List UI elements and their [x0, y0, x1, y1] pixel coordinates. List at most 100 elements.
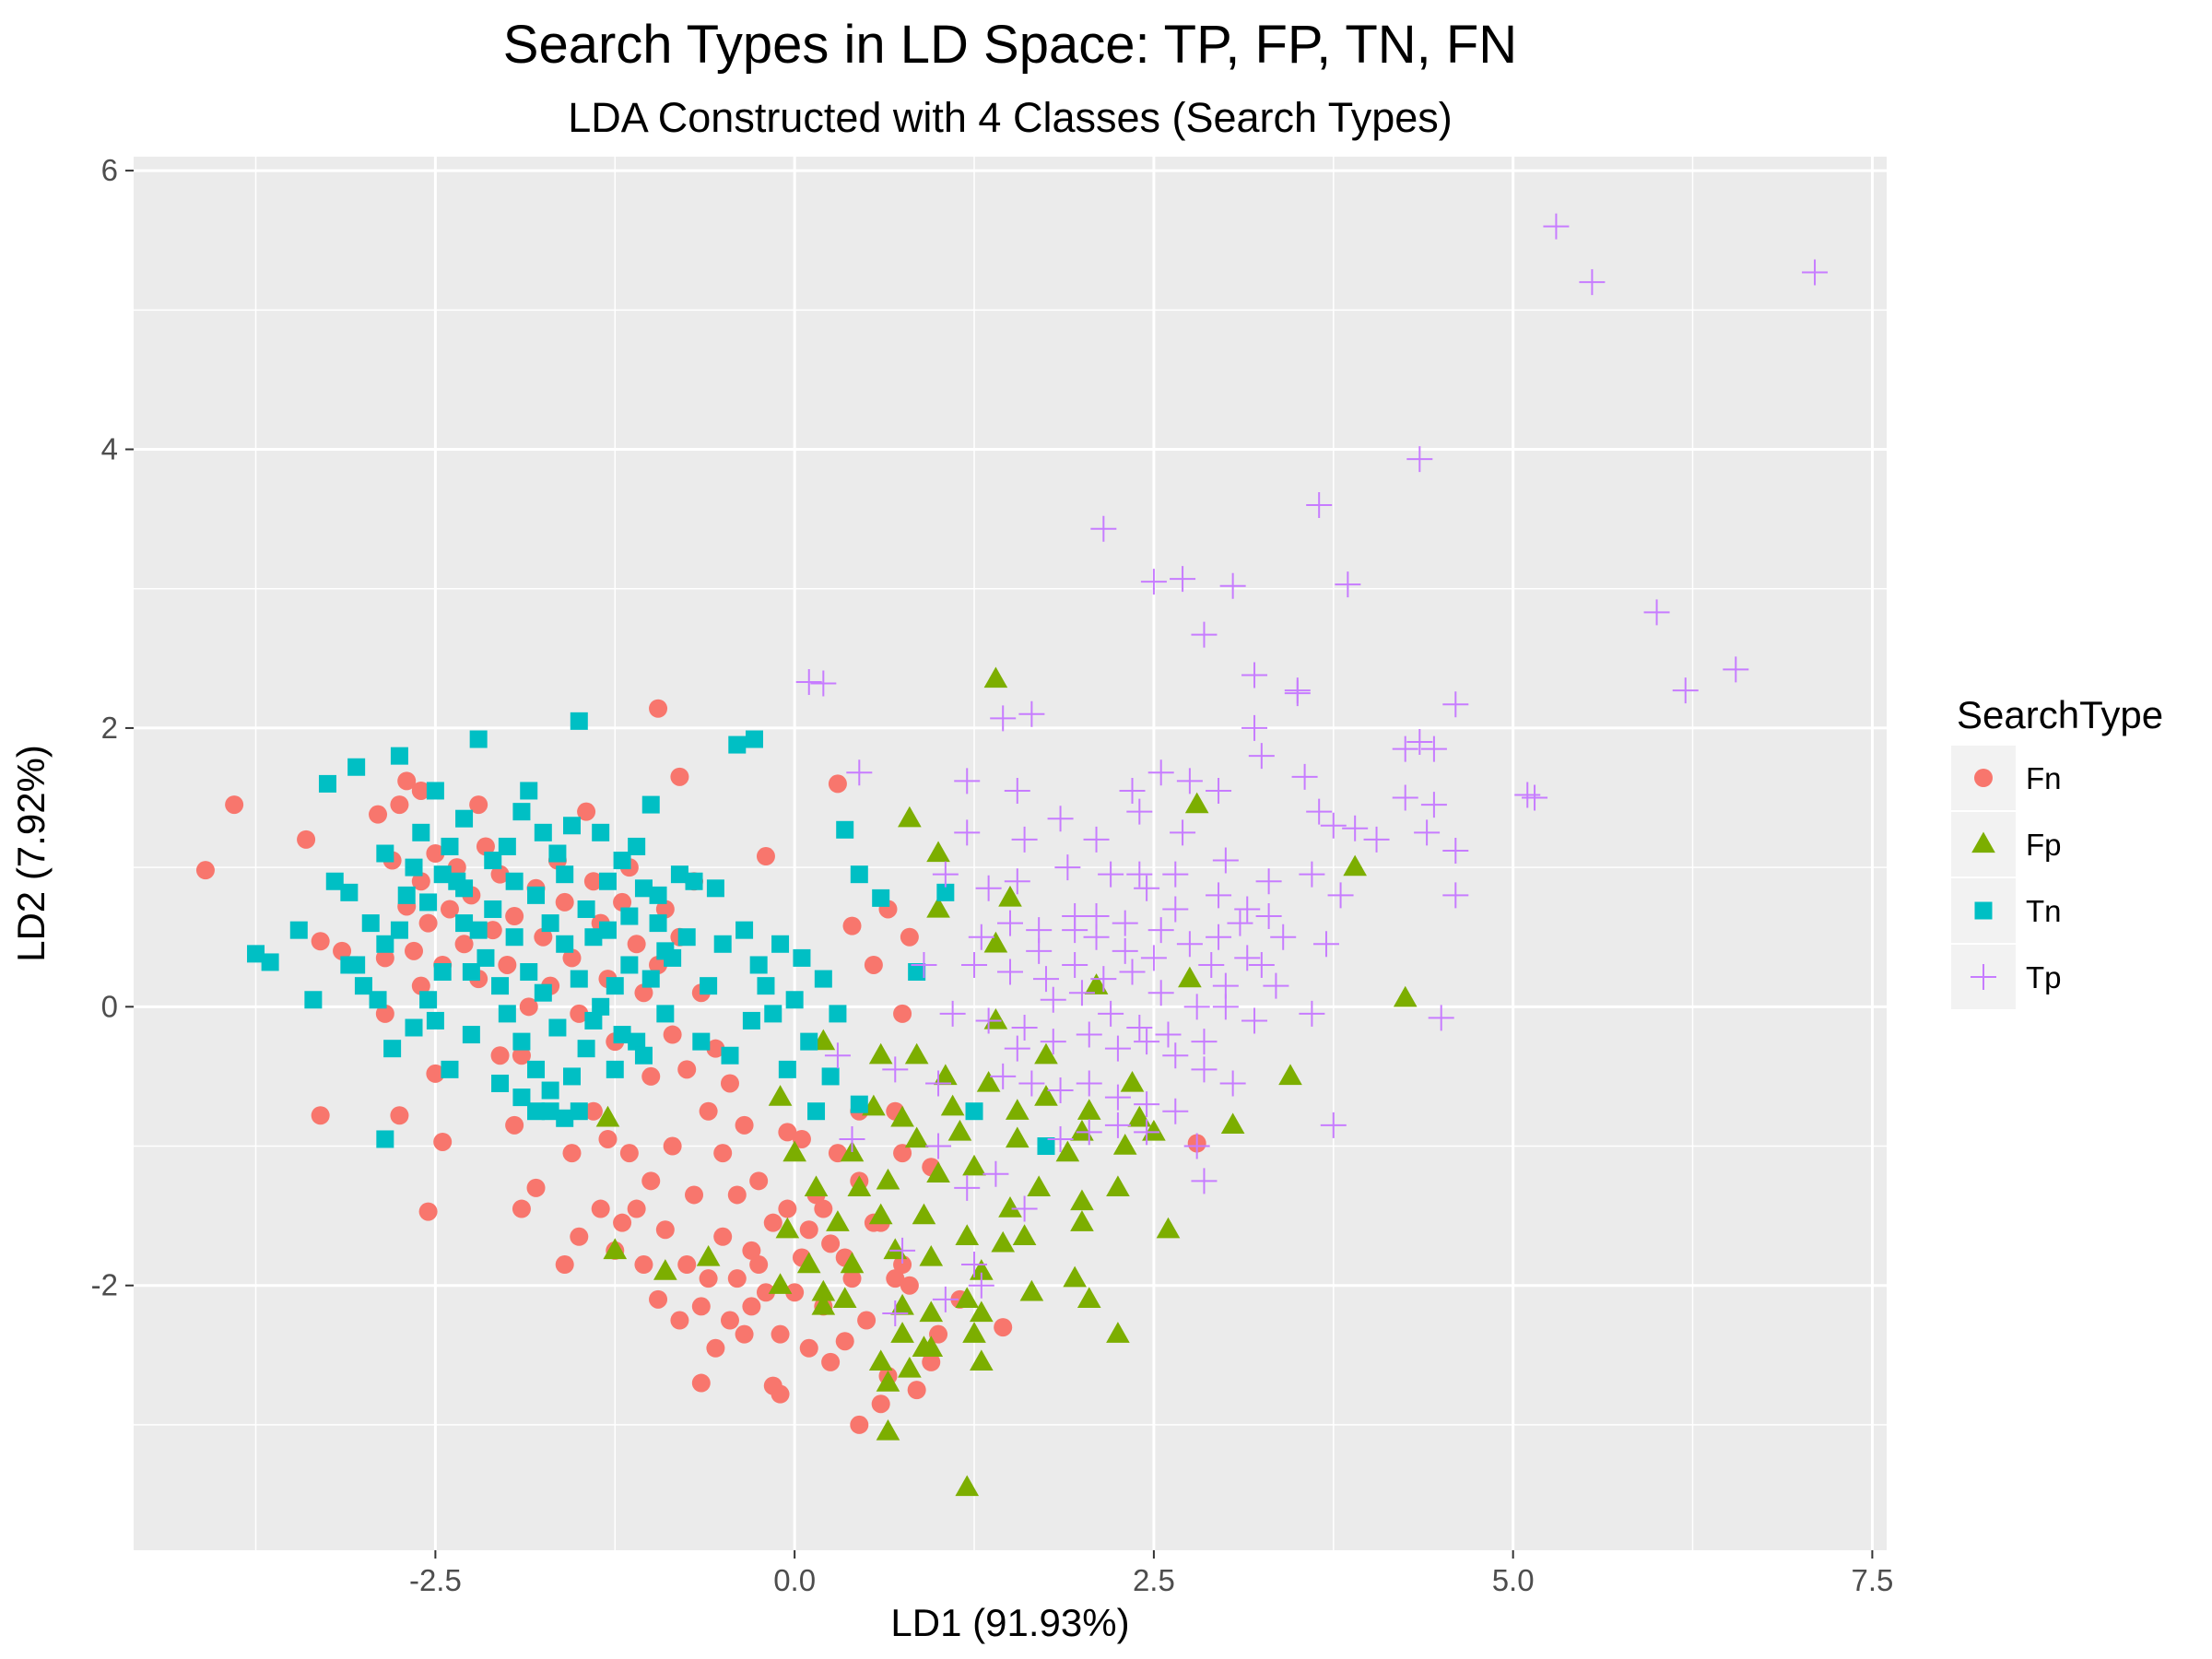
point-tp — [1248, 951, 1275, 978]
point-fn — [225, 795, 244, 815]
point-fn — [591, 1199, 610, 1218]
point-fn — [483, 921, 502, 940]
point-tp — [1263, 972, 1289, 999]
point-fn — [713, 1144, 733, 1163]
point-tp — [1018, 1070, 1045, 1097]
point-tp — [990, 705, 1017, 732]
point-tn — [527, 1060, 546, 1078]
point-tp — [997, 959, 1023, 985]
point-fn — [311, 932, 330, 951]
point-tp — [1062, 917, 1088, 944]
point-tp — [961, 951, 988, 978]
chart-title: Search Types in LD Space: TP, FP, TN, FN — [503, 15, 1517, 75]
point-tp — [1312, 931, 1339, 958]
point-tp — [1004, 1035, 1030, 1062]
point-tp — [1032, 966, 1059, 993]
point-tp — [1076, 1119, 1102, 1146]
point-tp — [1083, 903, 1110, 930]
point-tp — [839, 1125, 865, 1152]
point-tn — [742, 1011, 760, 1030]
point-fn — [411, 872, 430, 891]
point-tn — [548, 1018, 567, 1037]
point-tp — [1047, 1077, 1074, 1104]
point-tp — [1162, 1098, 1189, 1124]
legend-key-tp — [1971, 964, 1996, 990]
point-tp — [1162, 861, 1189, 888]
point-fn — [857, 1311, 877, 1330]
point-tp — [1342, 815, 1369, 841]
point-tn — [491, 977, 510, 995]
y-tick-label: 2 — [101, 711, 118, 745]
point-tp — [1579, 269, 1606, 296]
point-tn — [965, 1102, 983, 1121]
point-fp — [1077, 1099, 1101, 1120]
point-tp — [1802, 259, 1829, 286]
point-fn — [297, 830, 316, 849]
point-fp — [1070, 1189, 1094, 1211]
point-tp — [1098, 1000, 1124, 1027]
point-tn — [713, 935, 732, 953]
point-fp — [1156, 1217, 1181, 1239]
point-tp — [1018, 700, 1045, 727]
point-tp — [1420, 792, 1447, 818]
point-fp — [976, 1070, 1001, 1092]
point-tn — [318, 774, 336, 793]
point-tp — [1076, 1021, 1102, 1048]
x-axis-title: LD1 (91.93%) — [890, 1601, 1129, 1644]
point-fn — [526, 1178, 546, 1197]
point-fn — [570, 1227, 589, 1246]
x-axis-ticks: -2.5 0.0 2.5 5.0 7.5 — [409, 1550, 1893, 1597]
point-tn — [850, 865, 868, 884]
legend-key-tn — [1974, 901, 1993, 920]
point-fn — [562, 1144, 582, 1163]
point-fp — [1112, 1134, 1137, 1155]
point-fn — [490, 1046, 510, 1065]
point-tn — [785, 991, 804, 1009]
point-fn — [727, 1185, 747, 1205]
point-tn — [656, 942, 675, 960]
point-tn — [634, 1046, 653, 1065]
point-fp — [1034, 1085, 1058, 1106]
point-fp — [1120, 1070, 1145, 1092]
point-fn — [641, 1066, 661, 1086]
point-tp — [1255, 868, 1282, 895]
point-fn — [505, 1115, 524, 1135]
point-fn — [440, 900, 459, 919]
point-fn — [655, 900, 675, 919]
point-fn — [418, 1202, 438, 1221]
point-tn — [757, 977, 775, 995]
point-tn — [829, 1005, 847, 1023]
point-fp — [1393, 985, 1418, 1007]
point-tp — [1406, 446, 1433, 473]
point-fn — [598, 1129, 618, 1148]
point-tn — [527, 886, 546, 904]
point-fn — [390, 795, 409, 815]
point-fn — [706, 1338, 725, 1358]
point-fp — [1034, 1042, 1058, 1065]
point-tn — [606, 977, 624, 995]
point-tp — [1191, 1168, 1218, 1194]
point-tp — [810, 670, 837, 697]
point-tn — [908, 963, 926, 982]
point-fn — [397, 771, 417, 791]
point-fn — [375, 948, 394, 968]
y-axis-title: LD2 (7.92%) — [9, 745, 53, 962]
point-tn — [570, 712, 588, 730]
point-fn — [534, 927, 553, 947]
point-tp — [1183, 1133, 1210, 1159]
point-tp — [1004, 868, 1030, 895]
point-fp — [775, 1217, 800, 1239]
legend-label-fp: Fp — [2026, 828, 2062, 862]
point-tn — [455, 914, 474, 933]
point-fn — [411, 781, 430, 800]
point-tp — [1241, 1007, 1268, 1034]
point-fp — [847, 1175, 872, 1197]
point-fn — [426, 844, 445, 863]
point-fp — [983, 666, 1008, 688]
point-tp — [1112, 910, 1138, 936]
point-tp — [1414, 819, 1441, 846]
point-tp — [889, 1237, 916, 1264]
point-tn — [491, 1074, 510, 1092]
point-fp — [876, 1168, 900, 1190]
point-tn — [512, 803, 531, 821]
